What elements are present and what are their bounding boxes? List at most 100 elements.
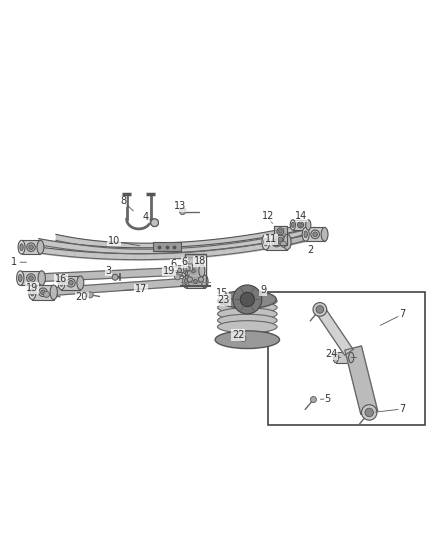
Ellipse shape <box>283 235 291 250</box>
Circle shape <box>186 266 190 271</box>
Text: 5: 5 <box>325 394 331 403</box>
Text: 4: 4 <box>143 212 149 222</box>
Circle shape <box>191 278 199 285</box>
Circle shape <box>151 219 159 227</box>
Text: 23: 23 <box>218 295 230 305</box>
Ellipse shape <box>218 295 277 307</box>
Ellipse shape <box>18 274 22 282</box>
Ellipse shape <box>335 355 337 360</box>
Circle shape <box>311 397 316 402</box>
Circle shape <box>43 292 49 297</box>
Text: 6: 6 <box>182 257 188 267</box>
Circle shape <box>87 292 93 298</box>
Ellipse shape <box>38 271 46 285</box>
Bar <box>336 352 351 362</box>
Text: 17: 17 <box>135 284 147 294</box>
Circle shape <box>277 228 284 235</box>
Text: 10: 10 <box>108 236 120 246</box>
Ellipse shape <box>333 352 338 362</box>
Text: 18: 18 <box>194 256 206 266</box>
Circle shape <box>272 237 281 247</box>
Ellipse shape <box>218 321 277 333</box>
Circle shape <box>67 279 75 287</box>
Ellipse shape <box>302 228 309 241</box>
FancyBboxPatch shape <box>175 265 184 272</box>
Ellipse shape <box>20 244 23 251</box>
Text: 22: 22 <box>232 330 244 340</box>
Circle shape <box>193 279 198 284</box>
Circle shape <box>112 274 118 280</box>
Circle shape <box>313 303 327 316</box>
Ellipse shape <box>50 285 57 300</box>
Bar <box>20 271 42 285</box>
Bar <box>266 235 287 250</box>
Ellipse shape <box>349 352 354 362</box>
Text: 6: 6 <box>171 260 177 269</box>
Circle shape <box>191 269 195 273</box>
Ellipse shape <box>306 220 311 230</box>
Ellipse shape <box>321 228 328 241</box>
Ellipse shape <box>60 279 63 286</box>
Bar <box>306 228 325 241</box>
Text: 16: 16 <box>55 274 67 285</box>
Polygon shape <box>282 235 306 247</box>
Circle shape <box>189 267 197 274</box>
Text: 3: 3 <box>105 266 111 276</box>
Circle shape <box>361 405 377 420</box>
Circle shape <box>174 274 180 280</box>
Bar <box>185 265 202 277</box>
Ellipse shape <box>183 275 189 288</box>
Bar <box>32 285 54 300</box>
Ellipse shape <box>218 314 277 327</box>
Circle shape <box>274 239 279 245</box>
Polygon shape <box>316 306 353 355</box>
Polygon shape <box>31 267 194 282</box>
Circle shape <box>69 280 73 285</box>
Circle shape <box>297 222 304 228</box>
Circle shape <box>28 276 33 280</box>
Circle shape <box>233 285 262 314</box>
Circle shape <box>317 306 323 312</box>
FancyBboxPatch shape <box>184 264 192 271</box>
Polygon shape <box>187 254 204 286</box>
Text: 20: 20 <box>75 293 88 302</box>
Circle shape <box>365 408 374 417</box>
Bar <box>268 292 425 425</box>
Text: 8: 8 <box>120 196 127 206</box>
Ellipse shape <box>219 290 276 308</box>
Circle shape <box>278 237 283 242</box>
Text: 11: 11 <box>265 235 277 245</box>
Ellipse shape <box>304 231 307 238</box>
Bar <box>293 220 308 230</box>
Text: 1: 1 <box>11 257 17 267</box>
Ellipse shape <box>262 235 270 250</box>
Ellipse shape <box>182 265 187 277</box>
Circle shape <box>299 223 302 227</box>
Ellipse shape <box>77 276 84 289</box>
Circle shape <box>366 409 372 415</box>
Ellipse shape <box>218 301 277 313</box>
Text: 9: 9 <box>260 285 266 295</box>
Text: 14: 14 <box>295 211 307 221</box>
Circle shape <box>276 235 285 244</box>
Polygon shape <box>345 346 378 415</box>
Ellipse shape <box>215 331 279 349</box>
Text: 13: 13 <box>174 201 187 212</box>
Circle shape <box>151 219 159 227</box>
Text: 7: 7 <box>399 309 405 319</box>
Circle shape <box>28 245 33 249</box>
Circle shape <box>41 290 46 295</box>
Circle shape <box>180 208 186 215</box>
Bar <box>153 242 180 252</box>
Ellipse shape <box>184 278 187 285</box>
Ellipse shape <box>199 265 205 277</box>
Circle shape <box>240 336 246 342</box>
Circle shape <box>27 243 35 252</box>
Ellipse shape <box>290 220 295 230</box>
Polygon shape <box>43 278 196 296</box>
Ellipse shape <box>292 222 294 228</box>
Bar <box>186 275 205 288</box>
Circle shape <box>27 274 35 282</box>
Text: 7: 7 <box>399 404 405 414</box>
Bar <box>21 240 40 254</box>
